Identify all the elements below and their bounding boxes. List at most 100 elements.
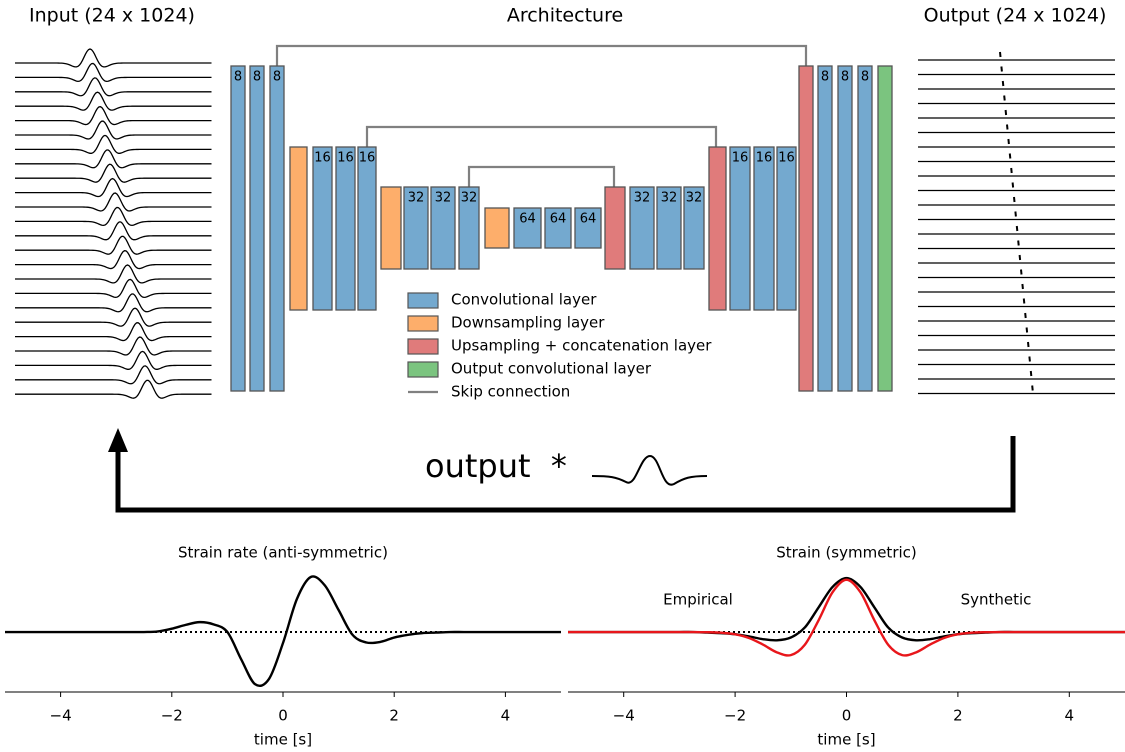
input-trace [15,91,212,111]
input-trace [15,321,212,342]
pick-marker [1015,225,1019,232]
input-trace [15,149,212,169]
input-trace [15,134,212,154]
skip-connection [275,44,808,66]
legend-swatch [407,315,439,332]
legend-label: Skip connection [451,383,570,401]
layer-block [249,65,265,392]
x-tick-label: −4 [50,707,72,725]
legend-swatch [407,361,439,378]
layer-label: 16 [778,151,795,166]
layer-label: 64 [519,212,536,227]
series-line [5,575,561,687]
layer-block [357,146,377,311]
layer-block [230,65,246,392]
layer-block [574,207,602,249]
legend-label: Upsampling + concatenation layer [451,337,712,355]
layer-label: 16 [337,151,354,166]
layer-block [289,146,308,311]
layer-block [430,186,456,270]
layer-label: 16 [314,151,331,166]
input-title: Input (24 x 1024) [29,5,195,27]
layer-label: 64 [550,212,567,227]
input-trace [15,62,212,83]
layer-label: 32 [661,191,678,206]
pick-marker [1021,283,1024,290]
layer-block [604,186,626,270]
layer-label: 32 [435,191,452,206]
pick-marker [1020,269,1023,275]
chart-title: Strain (symmetric) [776,544,917,562]
chart-title: Strain rate (anti-symmetric) [178,544,388,562]
pick-marker [1007,138,1010,145]
pick-marker [1000,66,1003,72]
legend-swatch [407,292,439,309]
skip-connection [365,125,718,147]
pick-marker [1010,167,1013,174]
x-tick-label: 0 [278,707,288,725]
input-trace [15,77,212,97]
layer-label: 16 [359,151,376,166]
arrow-head [108,428,128,452]
layer-label: 8 [253,70,261,85]
pick-marker [1003,95,1006,101]
pick-marker [1006,124,1009,130]
layer-label: 32 [634,191,651,206]
input-trace [15,177,212,198]
input-trace [15,206,212,227]
input-trace [15,293,212,313]
legend-swatch [407,338,439,355]
skip-connection [467,165,616,187]
input-trace [15,264,212,284]
series-line [568,578,1125,657]
layer-block [837,65,853,392]
layer-label: 8 [234,70,242,85]
layer-label: 16 [732,151,749,166]
input-trace [15,379,212,399]
pick-marker [1014,211,1017,217]
legend-label: Convolutional layer [451,291,597,309]
layer-block [708,146,727,311]
layer-block [380,186,402,270]
layer-block [798,65,814,392]
layer-block [269,65,285,392]
pick-marker [1024,312,1027,319]
pick-marker [1008,153,1012,159]
layer-label: 8 [273,70,281,85]
input-trace [15,221,212,241]
pick-marker [1022,298,1026,304]
x-tick-label: −4 [613,707,635,725]
layer-block [776,146,797,311]
layer-block [458,186,480,270]
architecture-title: Architecture [507,5,623,27]
pick-marker [1029,370,1033,377]
layer-block [683,186,705,270]
input-trace [15,235,212,255]
layer-label: 32 [686,191,703,206]
x-tick-label: 2 [389,707,399,725]
x-tick-label: 2 [953,707,963,725]
pick-marker [999,51,1002,58]
layer-block [857,65,873,392]
pick-marker [1025,327,1029,333]
layer-label: 8 [821,70,829,85]
x-tick-label: −2 [724,707,746,725]
x-tick-label: 4 [1065,707,1075,725]
layer-label: 8 [861,70,869,85]
pick-marker [1011,182,1015,188]
layer-block [544,207,572,249]
x-tick-label: 4 [501,707,511,725]
legend-label: Downsampling layer [451,314,605,332]
feedback-arrow [115,436,1016,513]
layer-label: 32 [461,191,478,206]
input-trace [15,163,212,183]
layer-label: 8 [841,70,849,85]
pick-marker [1017,240,1020,246]
x-axis-label: time [s] [817,731,875,749]
input-trace [15,278,212,299]
input-trace [15,48,212,68]
pick-marker [1004,109,1008,116]
wavelet [591,454,708,486]
input-trace [15,105,212,126]
